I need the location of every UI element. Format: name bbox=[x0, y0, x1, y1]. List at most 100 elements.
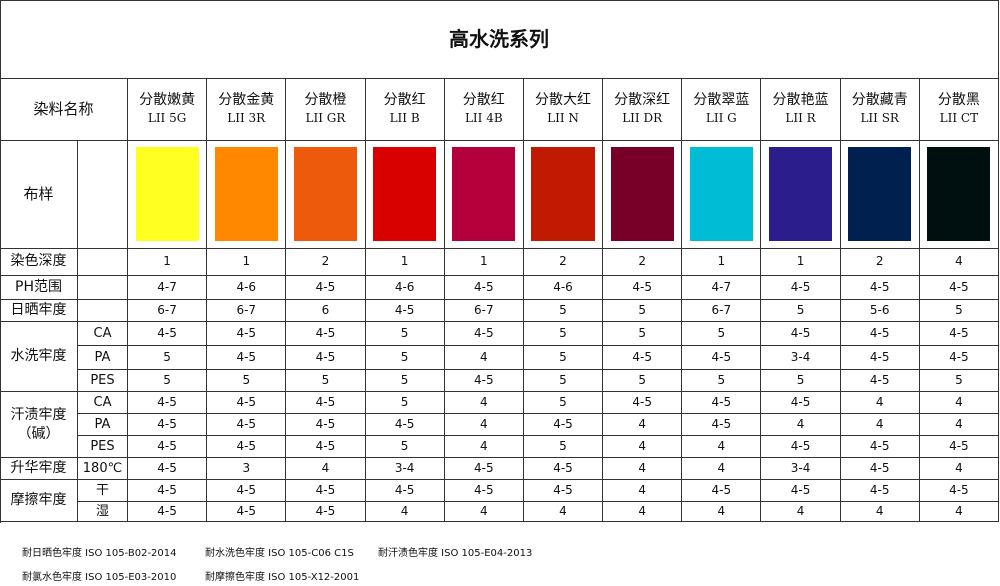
value: 4 bbox=[761, 414, 841, 436]
value: 4 bbox=[444, 414, 524, 436]
value: 4-5 bbox=[840, 276, 920, 300]
swatch bbox=[848, 147, 912, 241]
value: 4 bbox=[444, 502, 524, 522]
value: 5 bbox=[128, 346, 208, 370]
value: 4-5 bbox=[682, 346, 762, 370]
value: 4-5 bbox=[919, 436, 999, 458]
dye-code: LII DR bbox=[622, 111, 663, 126]
value: 4-5 bbox=[444, 322, 524, 346]
dye-header: 分散嫩黄 LII 5G bbox=[128, 78, 208, 141]
value: 4-5 bbox=[128, 414, 208, 436]
dye-code: LII G bbox=[705, 111, 737, 126]
value: 2 bbox=[840, 248, 920, 276]
value: 4 bbox=[682, 502, 762, 522]
dye-name: 分散翠蓝 bbox=[693, 92, 750, 109]
row-label: 摩擦牢度 bbox=[0, 480, 78, 522]
value: 4-5 bbox=[444, 276, 524, 300]
value: 5 bbox=[365, 370, 445, 392]
value: 4 bbox=[603, 458, 683, 480]
dye-code: LII N bbox=[547, 111, 579, 126]
value: 4-6 bbox=[365, 276, 445, 300]
value: 5 bbox=[128, 370, 208, 392]
value: 6-7 bbox=[682, 300, 762, 322]
value: 4-5 bbox=[840, 346, 920, 370]
value: 4-5 bbox=[286, 502, 366, 522]
value: 4 bbox=[603, 502, 683, 522]
value: 4-5 bbox=[523, 458, 604, 480]
value: 4-5 bbox=[682, 392, 762, 414]
value: 4 bbox=[444, 436, 524, 458]
dye-code: LII 5G bbox=[147, 111, 187, 126]
standard-note: 耐日晒色牢度 ISO 105-B02-2014 bbox=[22, 548, 177, 559]
value: 4-5 bbox=[603, 392, 683, 414]
value: 4-5 bbox=[207, 414, 287, 436]
swatch-cell bbox=[761, 140, 841, 249]
value: 5 bbox=[919, 300, 999, 322]
value: 5-6 bbox=[840, 300, 920, 322]
row-label: 汗渍牢度 （碱） bbox=[0, 392, 78, 458]
value: 4-5 bbox=[444, 370, 524, 392]
value: 4-5 bbox=[603, 346, 683, 370]
value: 6 bbox=[286, 300, 366, 322]
value: 5 bbox=[919, 370, 999, 392]
value: 4-5 bbox=[919, 322, 999, 346]
standard-note: 耐水洗色牢度 ISO 105-C06 C1S bbox=[205, 548, 354, 559]
value: 4-5 bbox=[365, 300, 445, 322]
value: 4 bbox=[919, 248, 999, 276]
value: 5 bbox=[207, 370, 287, 392]
value: 4 bbox=[523, 502, 604, 522]
value: 4-5 bbox=[761, 480, 841, 502]
value: 4 bbox=[365, 502, 445, 522]
value: 5 bbox=[365, 346, 445, 370]
dye-header: 分散橙 LII GR bbox=[286, 78, 366, 141]
value: 2 bbox=[523, 248, 604, 276]
value: 1 bbox=[761, 248, 841, 276]
value: 4-5 bbox=[840, 322, 920, 346]
value: 4-5 bbox=[286, 480, 366, 502]
swatch bbox=[610, 147, 674, 241]
value: 4-5 bbox=[128, 322, 208, 346]
swatch-cell bbox=[840, 140, 920, 249]
value: 1 bbox=[207, 248, 287, 276]
sub-label: 湿 bbox=[78, 502, 128, 522]
header-label: 染料名称 bbox=[0, 78, 128, 141]
value: 4-5 bbox=[919, 346, 999, 370]
dye-header: 分散金黄 LII 3R bbox=[207, 78, 287, 141]
dye-name: 分散红 bbox=[383, 92, 426, 109]
value: 1 bbox=[128, 248, 208, 276]
value: 5 bbox=[286, 370, 366, 392]
swatch bbox=[531, 147, 595, 241]
dye-header: 分散翠蓝 LII G bbox=[682, 78, 762, 141]
dye-name: 分散大红 bbox=[534, 92, 591, 109]
swatch-cell bbox=[286, 140, 366, 249]
swatch bbox=[293, 147, 358, 241]
value: 4-5 bbox=[603, 276, 683, 300]
dye-header: 分散藏青 LII SR bbox=[840, 78, 920, 141]
value: 4-5 bbox=[207, 392, 287, 414]
row-label: 日晒牢度 bbox=[0, 300, 78, 322]
value: 3 bbox=[207, 458, 287, 480]
value: 4 bbox=[919, 392, 999, 414]
value: 4-5 bbox=[761, 436, 841, 458]
value: 4 bbox=[761, 502, 841, 522]
swatch bbox=[689, 147, 753, 241]
value: 4-5 bbox=[444, 458, 524, 480]
swatch-cell bbox=[207, 140, 287, 249]
value: 4 bbox=[919, 414, 999, 436]
sub-label bbox=[78, 300, 128, 322]
value: 4-7 bbox=[128, 276, 208, 300]
dye-code: LII GR bbox=[305, 111, 346, 126]
value: 5 bbox=[682, 370, 762, 392]
dye-name: 分散黑 bbox=[937, 92, 980, 109]
dye-header: 分散红 LII 4B bbox=[444, 78, 524, 141]
row-label: 升华牢度 bbox=[0, 458, 78, 480]
value: 4-6 bbox=[207, 276, 287, 300]
sub-label: PES bbox=[78, 436, 128, 458]
value: 4-5 bbox=[682, 480, 762, 502]
dye-code: LII SR bbox=[860, 111, 899, 126]
dye-name: 分散橙 bbox=[304, 92, 347, 109]
value: 4-7 bbox=[682, 276, 762, 300]
value: 4-5 bbox=[840, 370, 920, 392]
value: 4 bbox=[840, 502, 920, 522]
value: 4-5 bbox=[286, 322, 366, 346]
